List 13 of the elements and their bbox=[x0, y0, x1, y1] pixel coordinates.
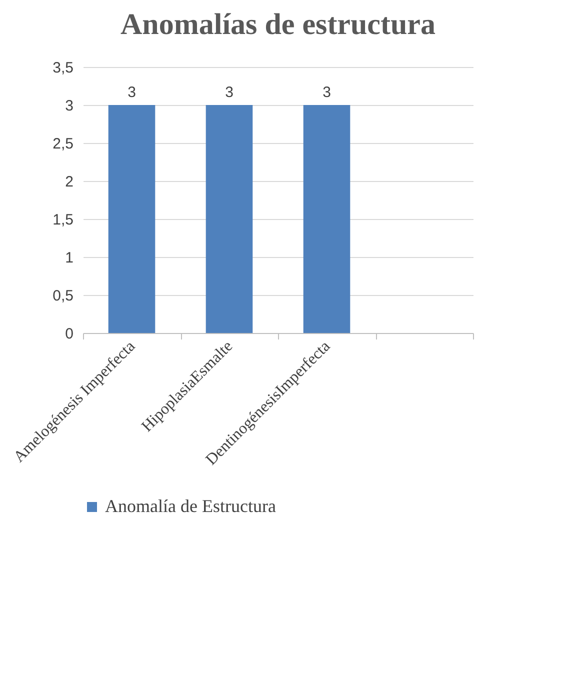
y-tick-label: 1,5 bbox=[52, 212, 74, 228]
data-label: 3 bbox=[322, 84, 331, 101]
y-tick-label: 2 bbox=[65, 174, 74, 190]
y-tick-label: 1 bbox=[65, 250, 74, 266]
y-tick-label: 3,5 bbox=[52, 60, 74, 76]
data-label: 3 bbox=[225, 84, 234, 101]
y-tick-label: 3 bbox=[65, 98, 74, 114]
legend-label: Anomalía de Estructura bbox=[105, 496, 276, 516]
chart-title: Anomalías de estructura bbox=[120, 8, 436, 41]
y-tick-label: 0,5 bbox=[52, 288, 74, 304]
y-tick-label: 2,5 bbox=[52, 136, 74, 152]
y-tick-label: 0 bbox=[65, 326, 74, 342]
data-label: 3 bbox=[128, 84, 136, 101]
